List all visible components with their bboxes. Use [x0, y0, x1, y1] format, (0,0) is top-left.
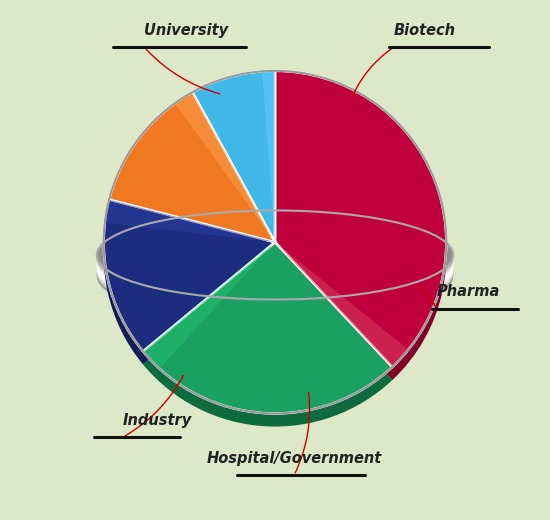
Wedge shape [104, 200, 275, 352]
Wedge shape [275, 84, 446, 380]
Wedge shape [262, 71, 275, 242]
Ellipse shape [97, 230, 453, 319]
Ellipse shape [97, 227, 453, 316]
Wedge shape [109, 92, 275, 242]
Ellipse shape [97, 214, 453, 303]
Ellipse shape [97, 223, 453, 313]
Ellipse shape [97, 211, 453, 300]
Ellipse shape [97, 225, 453, 314]
Ellipse shape [97, 226, 453, 315]
Wedge shape [143, 242, 392, 413]
Text: Hospital/Government: Hospital/Government [206, 451, 382, 466]
Wedge shape [192, 71, 275, 242]
Ellipse shape [97, 231, 453, 320]
Ellipse shape [97, 232, 453, 321]
Ellipse shape [97, 222, 453, 311]
Ellipse shape [97, 230, 453, 319]
Ellipse shape [97, 217, 453, 306]
Text: Pharma: Pharma [437, 284, 500, 299]
Ellipse shape [97, 229, 453, 318]
Ellipse shape [97, 213, 453, 302]
Ellipse shape [97, 220, 453, 309]
Wedge shape [192, 84, 275, 255]
Ellipse shape [97, 228, 453, 317]
Text: University: University [144, 22, 228, 37]
Ellipse shape [97, 217, 453, 307]
Ellipse shape [97, 219, 453, 308]
Text: Biotech: Biotech [394, 22, 456, 37]
Ellipse shape [97, 215, 453, 305]
Ellipse shape [97, 220, 453, 309]
Ellipse shape [97, 228, 453, 317]
Ellipse shape [97, 218, 453, 307]
Wedge shape [109, 105, 275, 255]
Ellipse shape [97, 213, 453, 303]
Ellipse shape [97, 216, 453, 305]
Ellipse shape [97, 211, 453, 300]
Wedge shape [275, 71, 446, 367]
Ellipse shape [97, 221, 453, 310]
Text: Industry: Industry [123, 413, 192, 428]
Wedge shape [104, 200, 275, 242]
Wedge shape [275, 242, 409, 367]
Wedge shape [175, 92, 275, 242]
Ellipse shape [97, 223, 453, 311]
Wedge shape [143, 242, 275, 369]
Ellipse shape [97, 212, 453, 301]
Ellipse shape [97, 224, 453, 313]
Wedge shape [104, 213, 275, 365]
Wedge shape [143, 255, 392, 426]
Ellipse shape [97, 215, 453, 304]
Ellipse shape [97, 226, 453, 315]
